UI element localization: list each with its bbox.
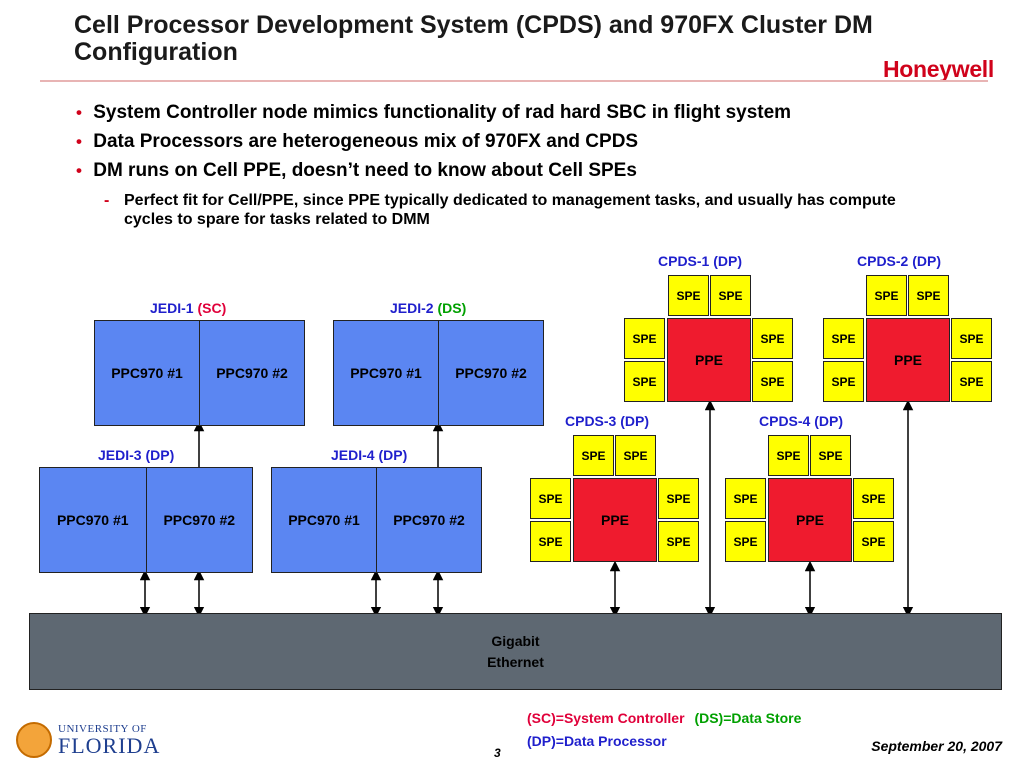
- cpds-1-spe: SPE: [710, 275, 751, 316]
- page-number: 3: [494, 746, 501, 760]
- bullet-2-text: Data Processors are heterogeneous mix of…: [93, 131, 639, 152]
- cpds-4-role: (DP): [814, 413, 844, 429]
- jedi-4-cpu-2: PPC970 #2: [376, 468, 481, 572]
- cpds-2-spe: SPE: [866, 275, 907, 316]
- footer-date: September 20, 2007: [871, 738, 1002, 754]
- cpds-4-name: CPDS-4: [759, 413, 811, 429]
- jedi-4-box: PPC970 #1 PPC970 #2: [271, 467, 482, 573]
- bullet-3-text: DM runs on Cell PPE, doesn’t need to kno…: [93, 160, 637, 181]
- cpds-1-spe: SPE: [624, 361, 665, 402]
- cpds-3-ppe: PPE: [573, 478, 657, 562]
- bullet-dot-icon: •: [76, 132, 82, 151]
- cpds-4-ppe: PPE: [768, 478, 852, 562]
- cpds-2-spe: SPE: [951, 361, 992, 402]
- cpds-3-spe: SPE: [573, 435, 614, 476]
- jedi-1-role: (SC): [197, 300, 227, 316]
- jedi-4-role: (DP): [378, 447, 408, 463]
- cpds-3-spe: SPE: [615, 435, 656, 476]
- cpds-3-role: (DP): [620, 413, 650, 429]
- page-title: Cell Processor Development System (CPDS)…: [74, 11, 873, 66]
- uf-seal-icon: [16, 722, 52, 758]
- cpds-3-label: CPDS-3 (DP): [565, 413, 649, 429]
- cpds-2-name: CPDS-2: [857, 253, 909, 269]
- jedi-1-box: PPC970 #1 PPC970 #2: [94, 320, 305, 426]
- cpds-4-spe: SPE: [768, 435, 809, 476]
- jedi-2-box: PPC970 #1 PPC970 #2: [333, 320, 544, 426]
- cpds-1-spe: SPE: [752, 318, 793, 359]
- legend-dp: (DP)=Data Processor: [527, 733, 667, 749]
- jedi-4-cpu-1: PPC970 #1: [288, 512, 360, 528]
- honeywell-logo: Honeywell: [882, 56, 994, 82]
- uf-logo-line2: FLORIDA: [58, 733, 161, 758]
- bullet-1-text: System Controller node mimics functional…: [93, 102, 792, 123]
- jedi-2-cpu-1: PPC970 #1: [350, 365, 422, 381]
- bullet-2: • Data Processors are heterogeneous mix …: [76, 130, 638, 154]
- bullet-3: • DM runs on Cell PPE, doesn’t need to k…: [76, 159, 637, 183]
- cpds-3-spe: SPE: [658, 521, 699, 562]
- ethernet-label-line1: Gigabit: [491, 632, 540, 649]
- jedi-1-cpu-2: PPC970 #2: [199, 321, 304, 425]
- dash-icon: -: [104, 192, 110, 209]
- title-divider: [40, 80, 988, 82]
- cpds-3-spe: SPE: [530, 478, 571, 519]
- jedi-3-cpu-2: PPC970 #2: [145, 468, 253, 572]
- cpds-1-spe: SPE: [752, 361, 793, 402]
- cpds-4-spe: SPE: [725, 478, 766, 519]
- ethernet-label-line2: Ethernet: [487, 653, 544, 670]
- cpds-4-spe: SPE: [725, 521, 766, 562]
- jedi-4-label: JEDI-4 (DP): [331, 447, 407, 463]
- cpds-1-spe: SPE: [624, 318, 665, 359]
- jedi-3-box: PPC970 #1 PPC970 #2: [39, 467, 253, 573]
- cpds-1-ppe: PPE: [667, 318, 751, 402]
- gigabit-ethernet-bus: Gigabit Ethernet: [29, 613, 1002, 690]
- jedi-1-cpu-1: PPC970 #1: [111, 365, 183, 381]
- cpds-1-role: (DP): [713, 253, 743, 269]
- cpds-4-label: CPDS-4 (DP): [759, 413, 843, 429]
- cpds-4-spe: SPE: [853, 521, 894, 562]
- bullet-1: • System Controller node mimics function…: [76, 101, 791, 125]
- legend-ds: (DS)=Data Store: [694, 710, 802, 726]
- cpds-2-label: CPDS-2 (DP): [857, 253, 941, 269]
- jedi-3-name: JEDI-3: [98, 447, 142, 463]
- cpds-3-name: CPDS-3: [565, 413, 617, 429]
- jedi-2-role: (DS): [437, 300, 467, 316]
- cpds-2-spe: SPE: [823, 318, 864, 359]
- bullet-dot-icon: •: [76, 161, 82, 180]
- cpds-2-spe: SPE: [823, 361, 864, 402]
- jedi-1-label: JEDI-1 (SC): [150, 300, 226, 316]
- cpds-1-spe: SPE: [668, 275, 709, 316]
- sub-bullet: - Perfect fit for Cell/PPE, since PPE ty…: [104, 191, 904, 229]
- jedi-3-cpu-1: PPC970 #1: [56, 512, 129, 528]
- legend-row-1: (SC)=System Controller (DS)=Data Store: [527, 710, 801, 726]
- jedi-2-cpu-2: PPC970 #2: [438, 321, 543, 425]
- cpds-1-name: CPDS-1: [658, 253, 710, 269]
- cpds-4-spe: SPE: [853, 478, 894, 519]
- cpds-3-spe: SPE: [530, 521, 571, 562]
- cpds-3-spe: SPE: [658, 478, 699, 519]
- jedi-2-label: JEDI-2 (DS): [390, 300, 466, 316]
- jedi-1-name: JEDI-1: [150, 300, 194, 316]
- cpds-2-spe: SPE: [951, 318, 992, 359]
- jedi-3-label: JEDI-3 (DP): [98, 447, 174, 463]
- university-of-florida-logo: UNIVERSITY OF FLORIDA: [16, 722, 160, 758]
- sub-bullet-text: Perfect fit for Cell/PPE, since PPE typi…: [124, 192, 896, 228]
- jedi-3-role: (DP): [145, 447, 175, 463]
- uf-logo-line1: UNIVERSITY OF: [58, 723, 147, 735]
- cpds-2-ppe: PPE: [866, 318, 950, 402]
- legend-sc: (SC)=System Controller: [527, 710, 685, 726]
- bullet-dot-icon: •: [76, 103, 82, 122]
- cpds-2-spe: SPE: [908, 275, 949, 316]
- cpds-4-spe: SPE: [810, 435, 851, 476]
- jedi-2-name: JEDI-2: [390, 300, 434, 316]
- cpds-2-role: (DP): [912, 253, 942, 269]
- cpds-1-label: CPDS-1 (DP): [658, 253, 742, 269]
- jedi-4-name: JEDI-4: [331, 447, 375, 463]
